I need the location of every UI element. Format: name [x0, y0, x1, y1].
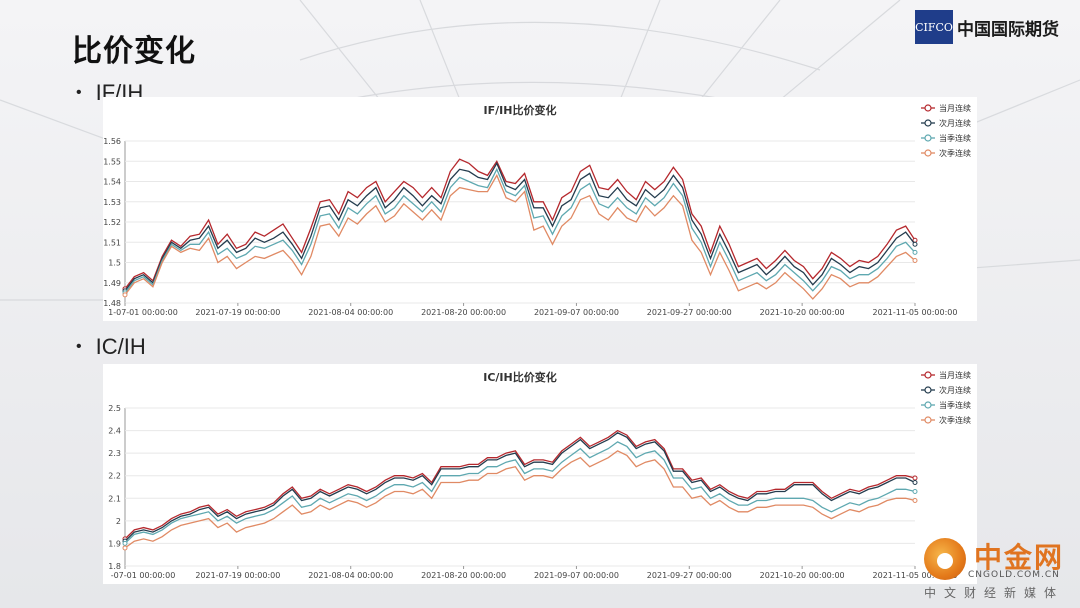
watermark-logo: 中金网 CNGOLD.COM.CN 中文财经新媒体	[922, 534, 1072, 604]
watermark-url: CNGOLD.COM.CN	[968, 570, 1060, 580]
x-tick-label: -07-01 00:00:00	[111, 571, 176, 580]
series-line-2	[124, 432, 916, 542]
series-line-4	[124, 173, 916, 300]
x-tick-label: 1-07-01 00:00:00	[108, 308, 178, 317]
chart-title: IC/IH比价变化	[483, 370, 556, 384]
legend-marker-icon	[924, 119, 932, 127]
watermark-coin-icon	[924, 538, 966, 580]
logo-name: 中国国际期货	[957, 19, 1059, 40]
slide-title: 比价变化	[72, 34, 196, 69]
y-tick-label: 2.5	[108, 404, 121, 413]
series-endpoint	[122, 540, 128, 546]
x-tick-label: 2021-07-19 00:00:00	[195, 308, 280, 317]
legend-marker-icon	[924, 149, 932, 157]
logo-mark: CIFCO	[915, 10, 953, 44]
series-line-3	[124, 167, 916, 294]
series-endpoint	[912, 475, 918, 481]
legend-marker-icon	[924, 104, 932, 112]
legend-label: 次季连续	[939, 415, 971, 425]
legend-label: 次月连续	[939, 385, 971, 395]
legend-label: 当月连续	[939, 103, 971, 113]
y-tick-label: 1.52	[103, 218, 121, 227]
series-endpoint	[122, 545, 128, 551]
y-tick-label: 2.1	[108, 494, 121, 503]
y-tick-label: 2	[116, 517, 121, 526]
series-endpoint	[912, 241, 918, 247]
legend-marker-icon	[924, 401, 932, 409]
series-line-2	[124, 161, 916, 292]
y-tick-label: 1.9	[108, 539, 121, 548]
legend-label: 当季连续	[939, 133, 971, 143]
series-line-1	[124, 158, 916, 290]
y-tick-label: 2.4	[108, 427, 121, 436]
x-tick-label: 2021-08-20 00:00:00	[421, 308, 506, 317]
company-logo: CIFCO 中国国际期货	[915, 10, 1059, 44]
legend-marker-icon	[924, 134, 932, 142]
legend-label: 次季连续	[939, 148, 971, 158]
series-line-3	[124, 441, 916, 544]
x-tick-label: 2021-11-05 00:00:00	[873, 308, 958, 317]
y-tick-label: 1.49	[103, 279, 121, 288]
series-endpoint	[912, 489, 918, 495]
x-tick-label: 2021-09-07 00:00:00	[534, 308, 619, 317]
x-tick-label: 2021-09-27 00:00:00	[647, 308, 732, 317]
y-tick-label: 2.3	[108, 449, 121, 458]
legend-label: 当季连续	[939, 400, 971, 410]
chart-icih-svg: IC/IH比价变化 1.8 1.9 2 2.1 2.2 2.3 2.4 2.5 -07-01 00…	[108, 370, 971, 580]
x-tick-label: 2021-08-04 00:00:00	[308, 308, 393, 317]
x-tick-label: 2021-08-04 00:00:00	[308, 571, 393, 580]
legend-label: 次月连续	[939, 118, 971, 128]
y-tick-label: 2.2	[108, 472, 121, 481]
x-tick-label: 2021-11-05 00:00:00	[873, 571, 958, 580]
x-tick-label: 2021-10-20 00:00:00	[760, 571, 845, 580]
chart-icih: IC/IH比价变化 1.8 1.9 2 2.1 2.2 2.3 2.4 2.5 -07-01 00…	[103, 364, 977, 584]
bullet-dot-icon: •	[76, 338, 82, 355]
x-tick-label: 2021-08-20 00:00:00	[421, 571, 506, 580]
series-endpoint	[912, 479, 918, 485]
y-tick-label: 1.48	[103, 299, 121, 308]
x-tick-label: 2021-09-27 00:00:00	[647, 571, 732, 580]
series-line-4	[124, 450, 916, 549]
y-tick-label: 1.55	[103, 157, 121, 166]
series-endpoint	[912, 498, 918, 504]
y-tick-label: 1.51	[103, 238, 121, 247]
series-endpoint	[912, 249, 918, 255]
chart-title: IF/IH比价变化	[484, 103, 557, 117]
legend-marker-icon	[924, 371, 932, 379]
series-endpoint	[912, 257, 918, 263]
x-tick-label: 2021-10-20 00:00:00	[760, 308, 845, 317]
section-label-text: IC/IH	[95, 334, 146, 359]
series-line-1	[124, 429, 916, 540]
y-tick-label: 1.5	[108, 259, 121, 268]
x-tick-label: 2021-07-19 00:00:00	[195, 571, 280, 580]
y-tick-label: 1.53	[103, 198, 121, 207]
watermark-name: 中金网	[974, 541, 1065, 574]
y-tick-label: 1.8	[108, 562, 121, 571]
y-tick-label: 1.54	[103, 178, 121, 187]
x-tick-label: 2021-09-07 00:00:00	[534, 571, 619, 580]
legend-label: 当月连续	[939, 370, 971, 380]
series-endpoint	[122, 292, 128, 298]
section-label-icih: • IC/IH	[76, 334, 146, 360]
bullet-dot-icon: •	[76, 84, 82, 101]
chart-ifih: IF/IH比价变化 1.48 1.49 1.5 1.51 1.52 1.53 1.54 1.55…	[103, 97, 977, 321]
legend-marker-icon	[924, 416, 932, 424]
watermark-slogan: 中文财经新媒体	[924, 586, 1065, 600]
legend-marker-icon	[924, 386, 932, 394]
y-tick-label: 1.56	[103, 137, 121, 146]
chart-ifih-svg: IF/IH比价变化 1.48 1.49 1.5 1.51 1.52 1.53 1.54 1.55…	[103, 103, 971, 317]
